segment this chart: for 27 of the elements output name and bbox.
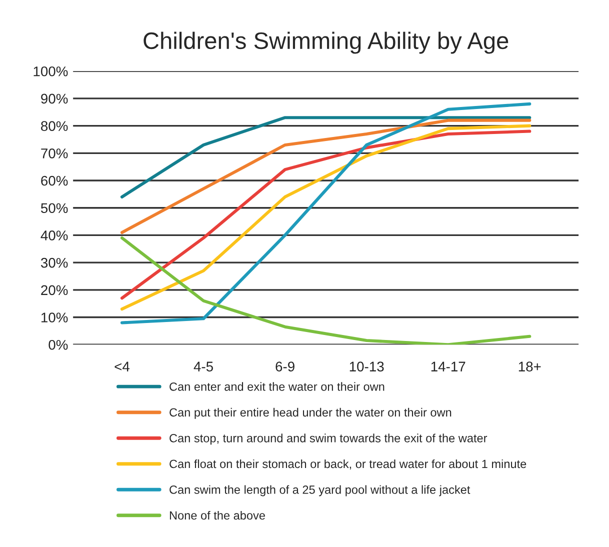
x-tick-label: <4 (114, 362, 130, 372)
line-series (120, 102, 532, 324)
legend-label: Can float on their stomach or back, or tread water for about 1 minute (170, 459, 526, 470)
y-tick-label: 20% (41, 285, 68, 296)
y-tick-label: 70% (41, 148, 68, 158)
x-tick-label: 14-17 (431, 362, 466, 372)
x-tick-label: 18+ (518, 362, 541, 372)
y-tick-label: 60% (41, 176, 68, 186)
x-tick-label: 6-9 (276, 362, 294, 372)
legend-label: Can swim the length of a 25 yard pool without a life jacket (170, 485, 470, 496)
y-tick-label: 0% (48, 340, 68, 350)
y-tick-label: 100% (34, 66, 68, 76)
line-series (120, 118, 532, 234)
y-tick-label: 50% (40, 203, 68, 214)
x-tick-label: 4-5 (194, 362, 213, 372)
y-tick-label: 40% (40, 230, 68, 240)
y-tick-label: 90% (41, 94, 68, 104)
chart-title: Children's Swimming Ability by Age (144, 32, 508, 54)
x-tick-label: 10-13 (350, 362, 384, 372)
line-series (120, 236, 532, 345)
y-tick-label: 30% (40, 258, 68, 268)
legend-label: None of the above (170, 510, 265, 520)
legend-label: Can stop, turn around and swim towards the exit of the water (170, 434, 488, 445)
legend-label: Can put their entire head under the water on their own (170, 408, 452, 419)
y-tick-label: 10% (41, 312, 68, 322)
legend-label: Can enter and exit the water on their own (170, 382, 384, 391)
y-tick-label: 80% (41, 121, 68, 131)
